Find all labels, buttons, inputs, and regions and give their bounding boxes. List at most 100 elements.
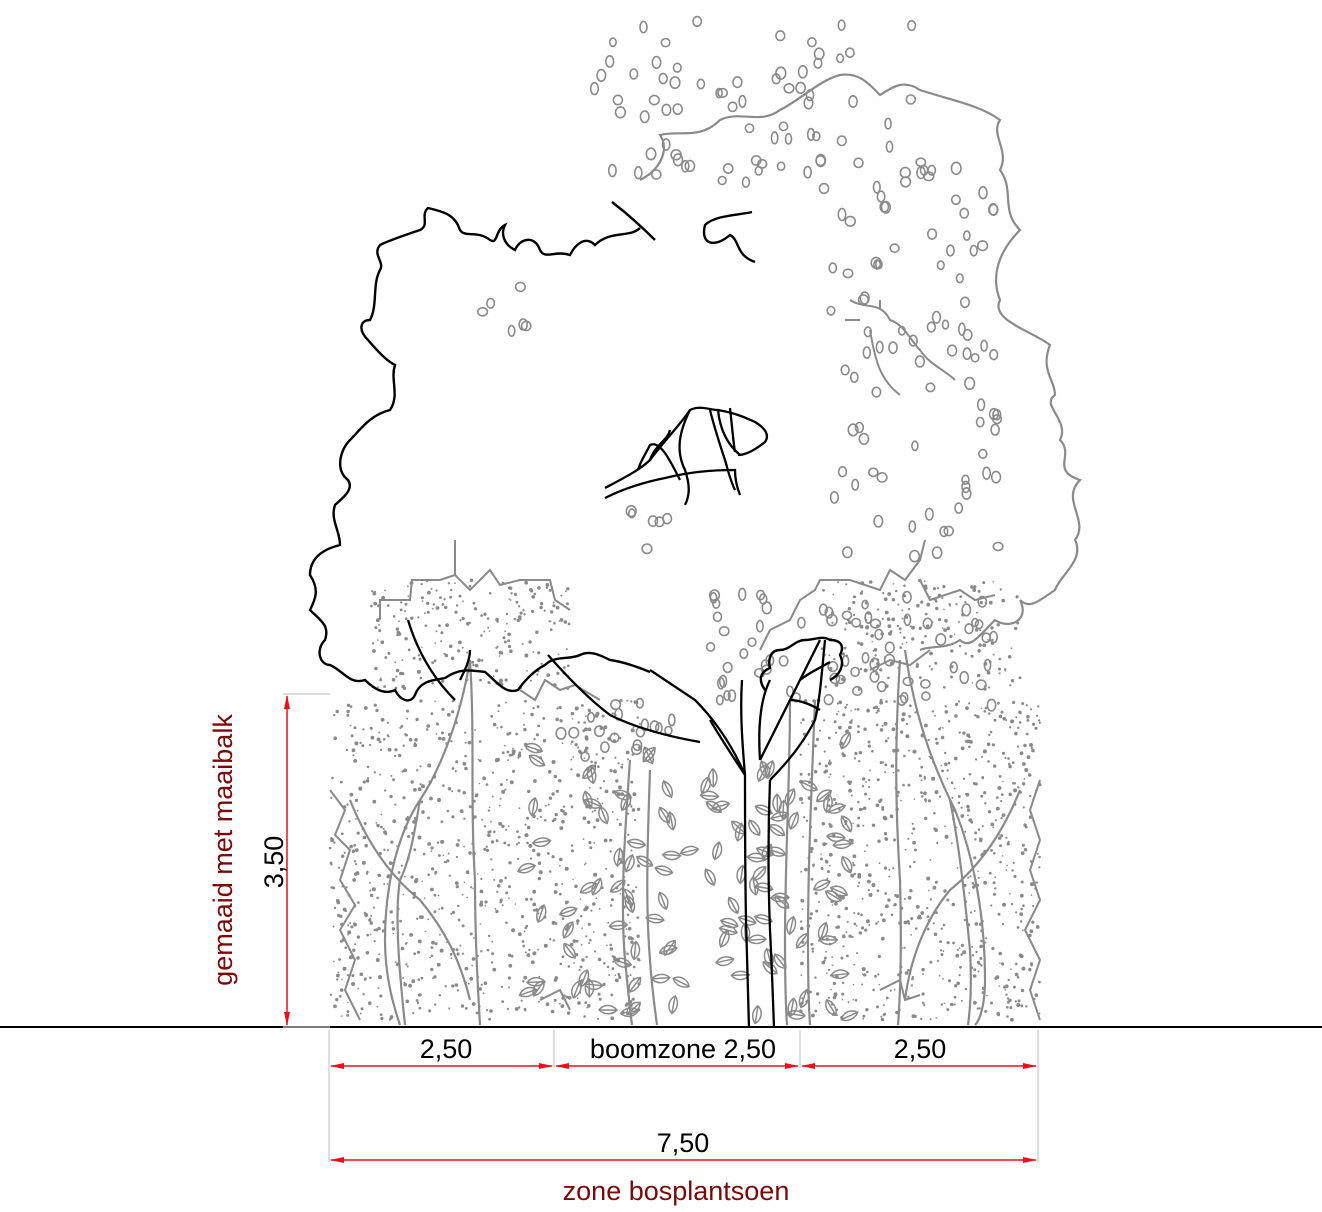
shrub-leaf — [840, 815, 853, 833]
stipple-dot — [838, 725, 842, 730]
leaf-dot — [596, 68, 607, 82]
total-width-value: 7,50 — [657, 1128, 710, 1158]
stipple-dot — [1010, 902, 1014, 906]
stipple-dot — [892, 583, 895, 585]
stipple-dot — [578, 968, 581, 972]
stipple-dot — [366, 933, 370, 937]
stipple-dot — [443, 860, 447, 864]
stipple-dot — [814, 891, 818, 895]
stipple-dot — [984, 802, 987, 805]
stipple-dot — [877, 608, 880, 611]
stipple-dot — [852, 983, 855, 986]
stipple-dot — [580, 915, 583, 918]
stipple-dot — [480, 983, 483, 986]
stipple-dot — [338, 958, 341, 961]
stipple-dot — [920, 791, 923, 794]
stipple-dot — [433, 975, 437, 979]
stipple-dot — [827, 804, 831, 808]
stipple-dot — [378, 740, 382, 744]
stipple-dot — [934, 600, 938, 603]
stipple-dot — [635, 728, 638, 731]
stipple-dot — [410, 616, 414, 620]
stipple-dot — [427, 918, 430, 921]
stipple-dot — [434, 942, 438, 946]
stipple-dot — [810, 877, 814, 881]
shrub-leaf — [630, 940, 641, 961]
stipple-dot — [570, 849, 574, 853]
stipple-dot — [973, 1000, 977, 1005]
stipple-dot — [1016, 621, 1020, 625]
stipple-dot — [492, 967, 497, 972]
stipple-dot — [842, 945, 845, 948]
stipple-dot — [867, 740, 871, 744]
stipple-dot — [441, 737, 446, 741]
stipple-dot — [365, 872, 368, 875]
stipple-dot — [426, 601, 430, 605]
shrub-leaf — [650, 973, 671, 984]
stipple-dot — [1016, 976, 1020, 979]
stipple-dot — [935, 606, 939, 611]
stipple-dot — [913, 1014, 917, 1019]
stipple-dot — [979, 629, 982, 632]
stipple-dot — [814, 1009, 818, 1013]
stipple-dot — [417, 787, 422, 792]
stipple-dot — [455, 760, 459, 764]
stipple-dot — [850, 719, 853, 722]
stipple-dot — [440, 631, 444, 635]
stipple-dot — [519, 611, 523, 615]
leaf-dot — [692, 15, 703, 27]
stipple-dot — [399, 608, 403, 612]
stipple-dot — [369, 893, 374, 898]
stipple-dot — [834, 901, 838, 906]
stipple-dot — [472, 663, 475, 667]
stipple-dot — [936, 959, 940, 963]
stipple-dot — [413, 743, 418, 748]
stipple-dot — [548, 796, 553, 800]
stipple-dot — [1030, 708, 1033, 711]
stipple-dot — [630, 805, 633, 808]
stipple-dot — [533, 779, 537, 783]
stipple-dot — [415, 717, 419, 722]
stipple-dot — [582, 816, 587, 820]
stipple-dot — [463, 817, 466, 820]
stipple-dot — [371, 590, 374, 593]
stipple-dot — [863, 850, 866, 853]
stipple-dot — [559, 857, 563, 862]
stipple-dot — [909, 625, 912, 628]
stipple-dot — [944, 751, 947, 755]
stipple-dot — [940, 953, 944, 957]
stipple-dot — [490, 714, 494, 718]
stipple-dot — [448, 644, 453, 649]
stipple-dot — [471, 957, 476, 961]
stipple-dot — [997, 1013, 1000, 1017]
stipple-dot — [618, 974, 621, 977]
stipple-dot — [587, 727, 592, 732]
stipple-dot — [435, 606, 440, 610]
stipple-dot — [421, 810, 425, 814]
stipple-dot — [958, 731, 961, 734]
stipple-dot — [518, 751, 522, 755]
stipple-dot — [905, 734, 910, 739]
stipple-dot — [976, 960, 981, 965]
stipple-dot — [538, 808, 542, 813]
stipple-dot — [373, 928, 376, 932]
stipple-dot — [999, 860, 1002, 864]
stipple-dot — [998, 951, 1002, 956]
stipple-dot — [864, 792, 867, 796]
stipple-dot — [551, 760, 556, 764]
stipple-dot — [377, 686, 379, 688]
stipple-dot — [561, 819, 565, 824]
stipple-dot — [996, 623, 1000, 627]
leaf-dot — [593, 725, 605, 738]
stipple-dot — [526, 825, 531, 830]
stipple-dot — [570, 740, 574, 743]
stipple-dot — [555, 717, 559, 722]
leaf-dot — [907, 19, 917, 32]
leaf-dot — [660, 37, 671, 48]
stipple-dot — [955, 702, 959, 707]
shrub-leaf — [661, 780, 673, 799]
stipple-dot — [811, 1013, 815, 1018]
stipple-dot — [858, 931, 862, 935]
stipple-dot — [852, 600, 856, 605]
stipple-dot — [860, 926, 865, 930]
